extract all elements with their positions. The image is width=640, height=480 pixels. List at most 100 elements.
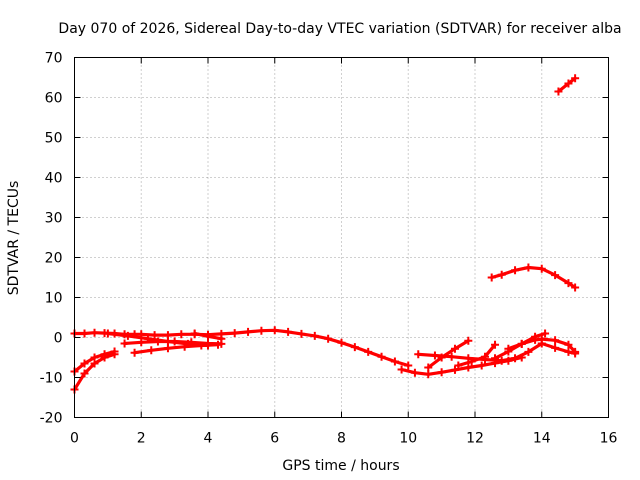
y-tick-label: -10	[40, 371, 63, 387]
data-point	[551, 271, 560, 280]
data-point	[564, 279, 573, 288]
x-tick-label: 12	[466, 431, 484, 447]
data-point	[564, 79, 573, 88]
data-point	[537, 335, 546, 344]
data-point	[447, 352, 456, 361]
data-point	[437, 368, 446, 377]
data-point	[424, 363, 433, 372]
y-tick-label: -20	[40, 411, 63, 427]
data-point	[80, 329, 89, 338]
x-tick-label: 4	[204, 431, 213, 447]
data-point	[350, 343, 359, 352]
data-point	[464, 363, 473, 372]
data-point	[524, 263, 533, 272]
data-point	[517, 339, 526, 348]
data-point	[571, 347, 580, 356]
data-point	[414, 350, 423, 359]
y-tick-label: 40	[45, 171, 63, 187]
data-point	[163, 337, 172, 346]
data-point	[477, 361, 486, 370]
series-layer	[70, 74, 580, 394]
data-point	[511, 266, 520, 275]
y-tick-label: 30	[45, 211, 63, 227]
data-point	[204, 332, 212, 341]
x-tick-label: 10	[399, 431, 417, 447]
data-point	[244, 327, 253, 336]
data-point	[120, 339, 129, 348]
data-point	[310, 331, 319, 340]
series-arc-f	[103, 329, 212, 350]
data-point	[214, 340, 223, 349]
x-tick-label: 8	[337, 431, 346, 447]
data-point	[137, 338, 146, 347]
data-point	[257, 326, 266, 335]
data-point	[554, 87, 563, 96]
data-point	[297, 329, 306, 338]
data-point	[90, 328, 99, 337]
series-arc-m	[504, 329, 550, 353]
data-point	[190, 329, 199, 338]
data-point	[551, 336, 560, 345]
data-point	[397, 365, 406, 374]
data-point	[90, 359, 99, 368]
x-tick-label: 14	[533, 431, 551, 447]
data-point	[564, 340, 573, 349]
data-point	[324, 334, 333, 343]
data-point	[284, 327, 293, 336]
data-point	[537, 264, 546, 273]
data-point	[337, 338, 346, 347]
data-point	[217, 334, 226, 343]
data-point	[571, 74, 580, 83]
data-point	[270, 326, 279, 335]
data-point	[123, 331, 132, 340]
y-tick-label: 20	[45, 251, 63, 267]
series-arc-o	[554, 74, 580, 96]
data-point	[103, 329, 112, 338]
data-point	[230, 329, 239, 338]
x-tick-label: 16	[600, 431, 618, 447]
data-point	[481, 352, 490, 361]
series-line	[506, 331, 547, 351]
tick-layer: -20 -10 0 10 20 30 40 50 60 70 0 2 4 6 8 10 12 14 16	[40, 51, 618, 447]
data-point	[424, 370, 433, 379]
data-point	[551, 343, 560, 352]
series-line	[556, 76, 577, 94]
data-point	[571, 283, 580, 292]
data-point	[524, 347, 533, 356]
series-arc-n	[487, 263, 580, 292]
y-tick-label: 70	[45, 51, 63, 67]
data-point	[80, 369, 89, 378]
data-point	[143, 334, 152, 343]
y-axis-title: SDTVAR / TECUs	[6, 181, 22, 296]
data-point	[377, 352, 386, 361]
x-tick-label: 2	[137, 431, 146, 447]
data-point	[531, 332, 540, 341]
data-point	[487, 273, 496, 282]
data-point	[364, 347, 373, 356]
data-point	[437, 353, 446, 362]
y-tick-label: 0	[54, 331, 63, 347]
series-arc-g	[190, 329, 226, 343]
data-point	[450, 365, 459, 374]
series-arc-j	[424, 336, 473, 372]
series-line	[456, 343, 497, 368]
data-point	[404, 361, 413, 370]
series-line	[426, 339, 470, 370]
data-point	[80, 359, 89, 368]
data-point	[183, 339, 192, 348]
data-point	[410, 368, 419, 377]
y-tick-label: 60	[45, 91, 63, 107]
data-point	[150, 331, 159, 340]
chart-title: Day 070 of 2026, Sidereal Day-to-day VTE…	[58, 21, 621, 37]
data-point	[100, 353, 109, 362]
y-tick-label: 10	[45, 291, 63, 307]
data-point	[467, 357, 476, 366]
x-axis-title: GPS time / hours	[282, 458, 399, 474]
data-point	[504, 344, 513, 353]
data-point	[497, 356, 506, 365]
data-point	[163, 344, 172, 353]
x-tick-label: 6	[270, 431, 279, 447]
data-point	[497, 270, 506, 279]
data-point	[491, 340, 500, 349]
